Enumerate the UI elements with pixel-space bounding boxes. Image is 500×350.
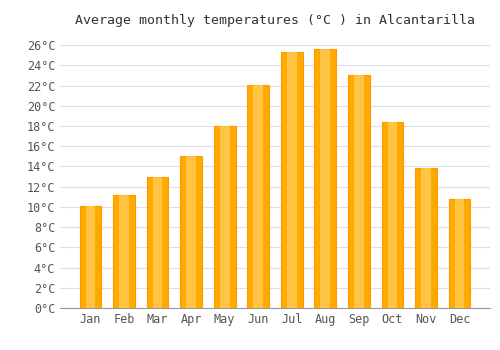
Bar: [80, 206, 102, 308]
Bar: [287, 52, 296, 308]
Bar: [314, 49, 336, 308]
Bar: [146, 176, 169, 308]
Bar: [320, 49, 330, 308]
Bar: [354, 76, 364, 308]
Bar: [448, 199, 470, 308]
Bar: [421, 168, 431, 308]
Title: Average monthly temperatures (°C ) in Alcantarilla: Average monthly temperatures (°C ) in Al…: [75, 14, 475, 27]
Bar: [415, 168, 437, 308]
Bar: [180, 156, 202, 308]
Bar: [214, 126, 236, 308]
Bar: [220, 126, 230, 308]
Bar: [186, 156, 196, 308]
Bar: [152, 176, 162, 308]
Bar: [388, 122, 398, 308]
Bar: [348, 76, 370, 308]
Bar: [248, 85, 269, 308]
Bar: [113, 195, 135, 308]
Bar: [86, 206, 96, 308]
Bar: [119, 195, 129, 308]
Bar: [382, 122, 404, 308]
Bar: [454, 199, 464, 308]
Bar: [281, 52, 302, 308]
Bar: [254, 85, 263, 308]
